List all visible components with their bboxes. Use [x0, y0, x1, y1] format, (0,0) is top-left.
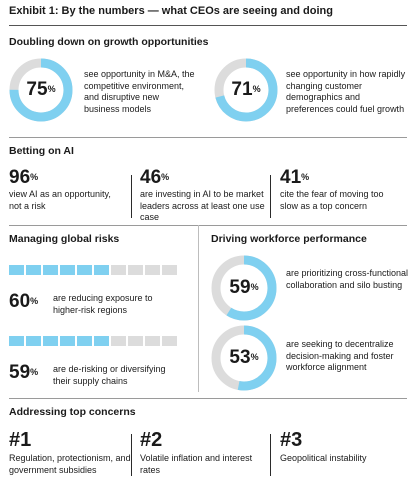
bar-segment-empty	[111, 265, 126, 275]
workforce-text-2: are seeking to decentralize decision-mak…	[286, 339, 394, 372]
donut-arc	[214, 58, 278, 122]
concerns-section-title: Addressing top concerns	[9, 406, 136, 418]
workforce-donut-1: 59%	[211, 255, 277, 321]
concerns-divider	[270, 434, 271, 476]
donut-arc	[9, 58, 73, 122]
ai-divider	[131, 175, 132, 218]
donut-chart	[211, 255, 277, 321]
bar-segment-filled	[9, 265, 24, 275]
risk-progress-bar-1	[9, 265, 177, 275]
concerns-divider	[131, 434, 132, 476]
concern-text-1: Regulation, protectionism, and governmen…	[9, 453, 131, 475]
bar-segment-filled	[94, 265, 109, 275]
growth-value-2: 71%	[231, 79, 261, 100]
column-divider	[198, 225, 199, 392]
bar-segment-empty	[145, 336, 160, 346]
bar-segment-empty	[128, 265, 143, 275]
bar-segment-filled	[26, 265, 41, 275]
concern-text-2: Volatile inflation and interest rates	[140, 453, 253, 475]
bar-segment-filled	[60, 265, 75, 275]
title-divider	[9, 25, 407, 26]
ai-value-3: 41%	[280, 167, 310, 188]
risk-text-2: are de-risking or diversifying their sup…	[53, 364, 166, 386]
ai-section-title: Betting on AI	[9, 145, 74, 157]
concern-rank-3: #3	[280, 429, 303, 451]
ai-text-3: cite the fear of moving too slow as a to…	[280, 189, 384, 211]
growth-text-1: see opportunity in M&A, the competitive …	[84, 69, 195, 114]
concern-text-3: Geopolitical instability	[280, 453, 367, 463]
donut-chart	[214, 58, 278, 122]
bar-segment-filled	[9, 336, 24, 346]
workforce-donut-2: 53%	[211, 325, 277, 391]
donut-arc	[211, 255, 277, 321]
risk-value-1: 60%	[9, 291, 39, 312]
growth-donut-2: 71%	[214, 58, 278, 122]
bar-segment-filled	[26, 336, 41, 346]
workforce-text-1: are prioritizing cross-functional collab…	[286, 268, 409, 290]
bar-segment-filled	[43, 336, 58, 346]
growth-value-1: 75%	[26, 79, 56, 100]
growth-section-title: Doubling down on growth opportunities	[9, 36, 209, 48]
risk-text-1: are reducing exposure to higher-risk reg…	[53, 293, 153, 315]
bar-segment-empty	[111, 336, 126, 346]
bar-segment-empty	[162, 336, 177, 346]
donut-chart	[211, 325, 277, 391]
bar-segment-filled	[60, 336, 75, 346]
donut-chart	[9, 58, 73, 122]
ai-value-2: 46%	[140, 167, 170, 188]
bar-segment-empty	[128, 336, 143, 346]
bar-segment-filled	[43, 265, 58, 275]
bar-segment-empty	[145, 265, 160, 275]
bar-segment-filled	[77, 336, 92, 346]
exhibit-title: Exhibit 1: By the numbers — what CEOs ar…	[9, 5, 333, 17]
ai-divider	[270, 175, 271, 218]
ai-text-2: are investing in AI to be market leaders…	[140, 189, 265, 222]
growth-donut-1: 75%	[9, 58, 73, 122]
ai-value-1: 96%	[9, 167, 39, 188]
concern-rank-1: #1	[9, 429, 32, 451]
risk-progress-bar-2	[9, 336, 177, 346]
workforce-section-title: Driving workforce performance	[211, 233, 367, 245]
concern-rank-2: #2	[140, 429, 163, 451]
section-divider	[9, 398, 407, 399]
risks-section-title: Managing global risks	[9, 233, 120, 245]
section-divider	[9, 137, 407, 138]
section-divider	[9, 225, 407, 226]
bar-segment-filled	[77, 265, 92, 275]
donut-arc	[211, 325, 277, 391]
risk-value-2: 59%	[9, 362, 39, 383]
workforce-value-2: 53%	[229, 347, 259, 368]
bar-segment-empty	[162, 265, 177, 275]
workforce-value-1: 59%	[229, 277, 259, 298]
bar-segment-filled	[94, 336, 109, 346]
growth-text-2: see opportunity in how rapidly changing …	[286, 69, 406, 114]
ai-text-1: view AI as an opportunity, not a risk	[9, 189, 111, 211]
